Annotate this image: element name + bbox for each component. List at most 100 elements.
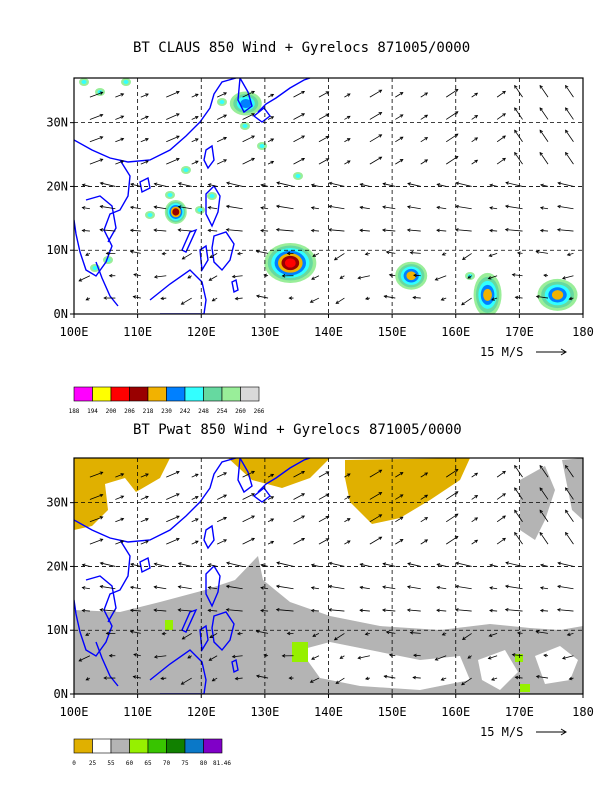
x-tick-label: 110E bbox=[123, 705, 152, 719]
x-tick-label: 120E bbox=[187, 705, 216, 719]
x-tick-label: 170E bbox=[505, 705, 534, 719]
pwat-dry-pocket bbox=[478, 650, 518, 690]
pwat-gold-region bbox=[228, 458, 330, 488]
colorbar-label: 65 bbox=[144, 760, 152, 767]
x-tick-label: 180 bbox=[572, 325, 594, 339]
cloud-speckle bbox=[92, 266, 98, 270]
colorbar-label: 206 bbox=[124, 408, 135, 415]
coastline bbox=[257, 458, 311, 493]
cloud-speckle bbox=[259, 144, 265, 148]
colorbar-swatch bbox=[147, 738, 167, 754]
coastline bbox=[149, 269, 207, 314]
cloud-ring bbox=[406, 271, 417, 281]
vector-scale-arrowhead bbox=[560, 728, 567, 736]
x-tick-label: 130E bbox=[250, 325, 279, 339]
cloud-ring bbox=[172, 208, 180, 216]
colorbar-label: 0 bbox=[72, 760, 76, 767]
coastline bbox=[257, 78, 311, 113]
colorbar-label: 80 bbox=[200, 760, 208, 767]
colorbar-claus: 188 194 200 206 218 230 242 248 254 260 266 bbox=[69, 386, 265, 415]
cloud-ring bbox=[240, 99, 252, 109]
coastline bbox=[237, 78, 253, 114]
coastline bbox=[203, 144, 215, 170]
x-tick-label: 100E bbox=[60, 325, 89, 339]
coastline bbox=[211, 611, 235, 652]
cloud-speckle bbox=[123, 80, 129, 84]
wind-map-claus: 100E 110E 120E 130E 140E 150E 160E 170E 180 0N 10N… bbox=[46, 77, 594, 359]
coastline bbox=[139, 176, 151, 194]
x-tick-label: 160E bbox=[441, 705, 470, 719]
coastline bbox=[95, 261, 119, 307]
colorbar-label: 230 bbox=[161, 408, 172, 415]
coastline bbox=[139, 556, 151, 574]
colorbar-label: 260 bbox=[235, 408, 246, 415]
x-tick-label: 150E bbox=[378, 325, 407, 339]
wind-vector-field bbox=[78, 84, 574, 306]
coastline bbox=[95, 641, 119, 687]
x-tick-label: 180 bbox=[572, 705, 594, 719]
colorbar-label: 75 bbox=[181, 760, 189, 767]
colorbar-label: 60 bbox=[126, 760, 134, 767]
y-tick-label: 20N bbox=[46, 559, 68, 573]
pwat-lime-spot bbox=[292, 642, 308, 662]
y-tick-label: 10N bbox=[46, 243, 68, 257]
colorbar-swatch bbox=[129, 738, 149, 754]
coastline bbox=[74, 159, 131, 277]
vector-scale-arrowhead bbox=[560, 348, 567, 356]
colorbar-label: 188 bbox=[69, 408, 80, 415]
coastline bbox=[231, 658, 239, 674]
x-tick-label: 140E bbox=[314, 325, 343, 339]
x-tick-label: 160E bbox=[441, 325, 470, 339]
x-tick-label: 120E bbox=[187, 325, 216, 339]
vector-scale-label: 15 M/S bbox=[480, 345, 523, 359]
x-tick-label: 150E bbox=[378, 705, 407, 719]
colorbar-label: 242 bbox=[180, 408, 191, 415]
cloud-speckle bbox=[147, 213, 153, 217]
colorbar-label: 248 bbox=[198, 408, 209, 415]
colorbar-label: 70 bbox=[163, 760, 171, 767]
cloud-speckle bbox=[209, 194, 215, 198]
wind-vector-field bbox=[78, 464, 574, 686]
coastline bbox=[85, 575, 117, 623]
coastline bbox=[205, 184, 221, 228]
pwat-lime-spot bbox=[165, 620, 173, 630]
pwat-gold-region bbox=[345, 458, 470, 524]
colorbar-swatch bbox=[166, 738, 186, 754]
coastline bbox=[74, 78, 237, 163]
coastline bbox=[74, 458, 237, 543]
x-tick-label: 170E bbox=[505, 325, 534, 339]
pwat-gray-region bbox=[562, 458, 583, 520]
coastline bbox=[203, 524, 215, 550]
y-tick-label: 10N bbox=[46, 623, 68, 637]
colorbar-label: 218 bbox=[143, 408, 154, 415]
colorbar-label: 200 bbox=[106, 408, 117, 415]
cloud-speckle bbox=[242, 124, 248, 128]
coastline bbox=[252, 487, 271, 503]
colorbar-swatch bbox=[203, 738, 223, 754]
colorbar-label: 266 bbox=[254, 408, 265, 415]
coastline bbox=[211, 231, 235, 272]
colorbar-label: 25 bbox=[89, 760, 97, 767]
cloud-ring bbox=[551, 290, 564, 300]
coastline bbox=[181, 228, 198, 253]
coastline bbox=[149, 649, 207, 694]
coastline bbox=[231, 278, 239, 294]
x-tick-label: 100E bbox=[60, 705, 89, 719]
cloud-speckle bbox=[183, 168, 189, 172]
x-tick-label: 140E bbox=[314, 705, 343, 719]
y-tick-label: 20N bbox=[46, 179, 68, 193]
pwat-dry-pocket bbox=[300, 642, 470, 690]
pwat-lime-spot bbox=[520, 684, 530, 692]
pwat-gold-region bbox=[74, 458, 170, 530]
y-tick-label: 30N bbox=[46, 496, 68, 510]
colorbar-pwat: 0 25 55 60 65 70 75 80 81.46 bbox=[72, 738, 231, 767]
colorbar-swatch bbox=[184, 738, 204, 754]
colorbar-swatch bbox=[73, 738, 93, 754]
cloud-speckle bbox=[167, 193, 173, 197]
y-tick-label: 0N bbox=[54, 687, 68, 701]
colorbar-swatch bbox=[240, 386, 260, 402]
x-tick-label: 130E bbox=[250, 705, 279, 719]
coastline bbox=[74, 539, 131, 657]
coastline bbox=[85, 195, 117, 243]
cloud-speckle bbox=[219, 100, 225, 104]
